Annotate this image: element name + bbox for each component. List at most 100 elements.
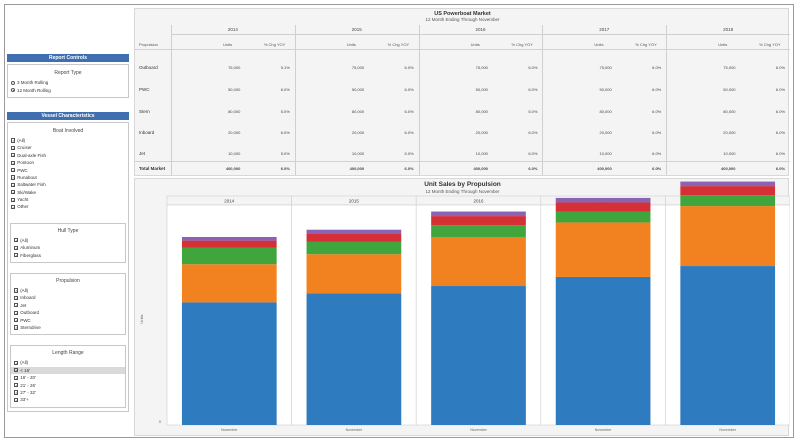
checkbox[interactable]: ✓ [11, 145, 16, 151]
table-cell: 6.0% [404, 65, 414, 70]
boat_involved-option-yacht[interactable]: ✓ Yacht [8, 196, 128, 203]
checkbox[interactable]: ✓ [11, 197, 16, 203]
length_range-option-21-26[interactable]: ✓ 21' - 26' [11, 381, 125, 388]
bar-segment-2 [555, 222, 651, 277]
checkbox[interactable]: ✓ [14, 310, 19, 316]
radio-button[interactable] [11, 88, 15, 93]
length_range-option-33[interactable]: ✓ 33'+ [11, 396, 125, 403]
bar-segment-3 [431, 225, 526, 237]
table-cell: 50,000 [351, 87, 365, 92]
checkbox[interactable]: ✓ [11, 175, 16, 181]
bar-label: November [346, 428, 363, 432]
checkbox[interactable]: ✓ [14, 253, 19, 259]
boat_involved-option-pwc[interactable]: ✓ PWC [8, 166, 128, 173]
propulsion-option-all[interactable]: ✓ (All) [11, 287, 125, 294]
table-cell: 10,000 [228, 151, 241, 156]
checkbox[interactable]: ✓ [14, 397, 19, 403]
bar-segment-3 [306, 241, 402, 255]
boat_involved-option-pontoon[interactable]: ✓ Pontoon [8, 159, 128, 166]
report-type-option-12-month-rolling[interactable]: 12 Month Rolling [8, 86, 128, 93]
table-cell: 75,000 [723, 65, 736, 70]
total-cell: 6.0% [280, 166, 290, 171]
bar-segment-3 [181, 247, 277, 265]
checkbox[interactable]: ✓ [14, 368, 19, 374]
report-controls-header: Report Controls [7, 54, 129, 62]
table-title: US Powerboat Market [434, 11, 491, 17]
bar-segment-5 [680, 181, 776, 187]
bar-segment-5 [181, 236, 277, 241]
table-cell: 6.0% [528, 151, 538, 156]
column-separator [171, 25, 172, 175]
table-subtitle: 12 Month Ending Through November [425, 17, 500, 22]
table-cell: 6.0% [528, 65, 538, 70]
length_range-option-16[interactable]: ✓ < 16' [11, 366, 125, 374]
bar-segment-5 [431, 211, 526, 217]
pct-col-header: % Chg YOY [387, 42, 410, 47]
checkbox[interactable]: ✓ [14, 360, 19, 366]
year-header: 2018 [666, 25, 790, 35]
length_range-option-27-32[interactable]: ✓ 27' - 32' [11, 389, 125, 396]
checkbox-label: Yacht [17, 197, 29, 203]
checkbox[interactable]: ✓ [14, 382, 19, 388]
length_range-option-all[interactable]: ✓ (All) [11, 359, 125, 366]
propulsion-option-jet[interactable]: ✓ Jet [11, 302, 125, 309]
checkbox[interactable]: ✓ [14, 238, 19, 244]
checkbox-label: Pontoon [17, 160, 34, 166]
bar-segment-1 [555, 276, 651, 425]
unit-sales-chart: Unit Sales by Propulsion 12 Month Ending… [134, 178, 790, 436]
checkbox[interactable]: ✓ [14, 295, 19, 301]
length_range-option-16-20[interactable]: ✓ 16' - 20' [11, 374, 125, 381]
column-separator [294, 25, 296, 175]
table-cell: 80,000 [723, 109, 736, 114]
bar-segment-1 [306, 293, 402, 425]
row-label: Stern [139, 109, 150, 114]
hull_type-option-fiberglass[interactable]: ✓ Fiberglass [11, 251, 125, 258]
units-col-header: Units [222, 42, 233, 47]
pct-col-header: % Chg YOY [511, 42, 533, 47]
boat_involved-option-saltwater-fish[interactable]: ✓ Saltwater Fish [8, 181, 128, 188]
propulsion-option-sterndrive[interactable]: ✓ Sterndrive [11, 324, 125, 331]
y-tick-label: 0 [159, 419, 162, 424]
checkbox[interactable]: ✓ [14, 288, 19, 294]
checkbox[interactable]: ✓ [11, 153, 16, 159]
bar-segment-1 [680, 266, 776, 425]
hull_type-option-all[interactable]: ✓ (All) [11, 237, 125, 244]
boat_involved-option-other[interactable]: ✓ Other [8, 203, 128, 210]
checkbox[interactable]: ✓ [11, 138, 16, 144]
radio-button[interactable] [11, 80, 15, 85]
checkbox-label: 27' - 32' [20, 389, 36, 395]
checkbox[interactable]: ✓ [11, 182, 16, 188]
checkbox[interactable]: ✓ [14, 318, 19, 324]
boat_involved-option-all[interactable]: ✓ (All) [8, 137, 128, 144]
checkbox[interactable]: ✓ [11, 160, 16, 166]
propulsion-option-outboard[interactable]: ✓ Outboard [11, 309, 125, 316]
checkbox[interactable]: ✓ [11, 167, 16, 173]
boat_involved-option-dual-axle-fish[interactable]: ✓ Dual-axle Fish [8, 152, 128, 159]
boat_involved-option-ski-wake[interactable]: ✓ Ski/Wake [8, 189, 128, 196]
checkbox[interactable]: ✓ [14, 325, 19, 331]
row-header: Propulsion [139, 42, 158, 47]
checkbox[interactable]: ✓ [11, 190, 16, 196]
propulsion-option-pwc[interactable]: ✓ PWC [11, 316, 125, 323]
vessel-characteristics-panel: Boat Involved ✓ (All) ✓ Cruiser ✓ Dual-axle F… [7, 121, 129, 412]
bar-segment-4 [680, 186, 776, 196]
table-cell: 6.0% [775, 65, 786, 70]
checkbox[interactable]: ✓ [14, 390, 19, 396]
hull_type-option-aluminum[interactable]: ✓ Aluminum [11, 244, 125, 251]
bar-label: November [470, 428, 487, 432]
report-type-label: Report Type [54, 70, 82, 76]
checkbox[interactable]: ✓ [14, 245, 19, 251]
boat_involved-option-cruiser[interactable]: ✓ Cruiser [8, 144, 128, 151]
report-type-option-3-month-rolling[interactable]: 3 Month Rolling [8, 79, 128, 86]
table-cell: 10,000 [351, 151, 365, 156]
year-header: 2014 [171, 25, 295, 35]
checkbox[interactable]: ✓ [14, 303, 19, 309]
boat_involved-option-runabout[interactable]: ✓ Runabout [8, 174, 128, 181]
checkbox[interactable]: ✓ [11, 204, 16, 210]
checkbox-label: (All) [20, 288, 29, 294]
propulsion-option-inboard[interactable]: ✓ Inboard [11, 294, 125, 301]
table-cell: 20,000 [351, 130, 365, 135]
table-cell: 5.0% [404, 151, 414, 156]
checkbox[interactable]: ✓ [14, 375, 19, 381]
row-label: PWC [139, 87, 150, 92]
